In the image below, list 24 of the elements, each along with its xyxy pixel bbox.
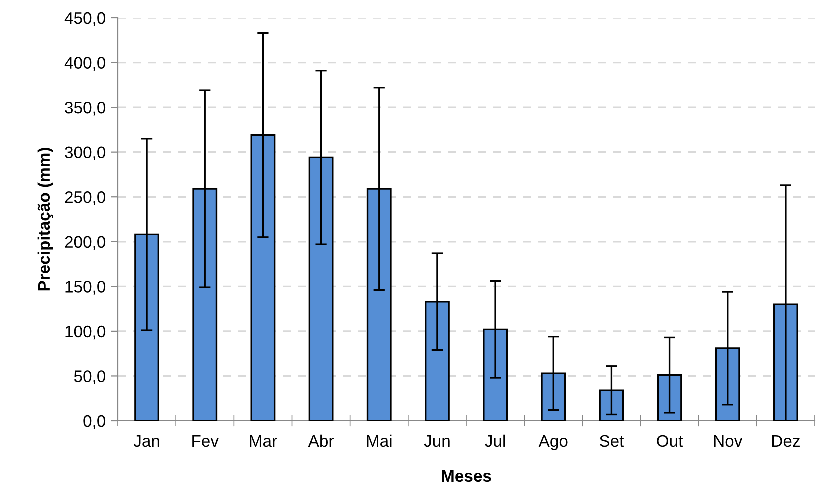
y-tick-label: 300,0 [65, 146, 106, 161]
y-tick-label: 50,0 [74, 370, 106, 384]
x-tick-label: Abr [308, 434, 334, 448]
x-tick-label: Set [600, 435, 624, 448]
x-axis-title: Meses [442, 470, 492, 482]
y-tick-label: 0,0 [84, 415, 106, 430]
x-tick-label: Dez [772, 436, 800, 448]
y-tick-label: 250,0 [65, 192, 106, 206]
y-tick-label: 150,0 [66, 281, 106, 295]
x-tick-label: Mar [250, 436, 278, 448]
x-tick-label: Jun [424, 436, 450, 448]
y-tick-label: 350,0 [65, 102, 106, 116]
x-tick-label: Fev [192, 436, 219, 448]
y-tick-label: 400,0 [64, 57, 106, 71]
x-tick-label: Nov [714, 436, 743, 448]
y-axis-title: Precipitação (mm) [38, 148, 54, 291]
x-tick-label: Ago [538, 436, 568, 450]
x-tick-label: Out [657, 435, 684, 448]
x-tick-label: Jan [134, 436, 160, 448]
y-tick-label: 200,0 [65, 236, 106, 250]
x-tick-label: Mai [367, 434, 392, 448]
y-tick-label: 450,0 [64, 12, 106, 26]
y-tick-label: 100,0 [66, 326, 106, 340]
x-tick-label: Jul [485, 434, 506, 448]
